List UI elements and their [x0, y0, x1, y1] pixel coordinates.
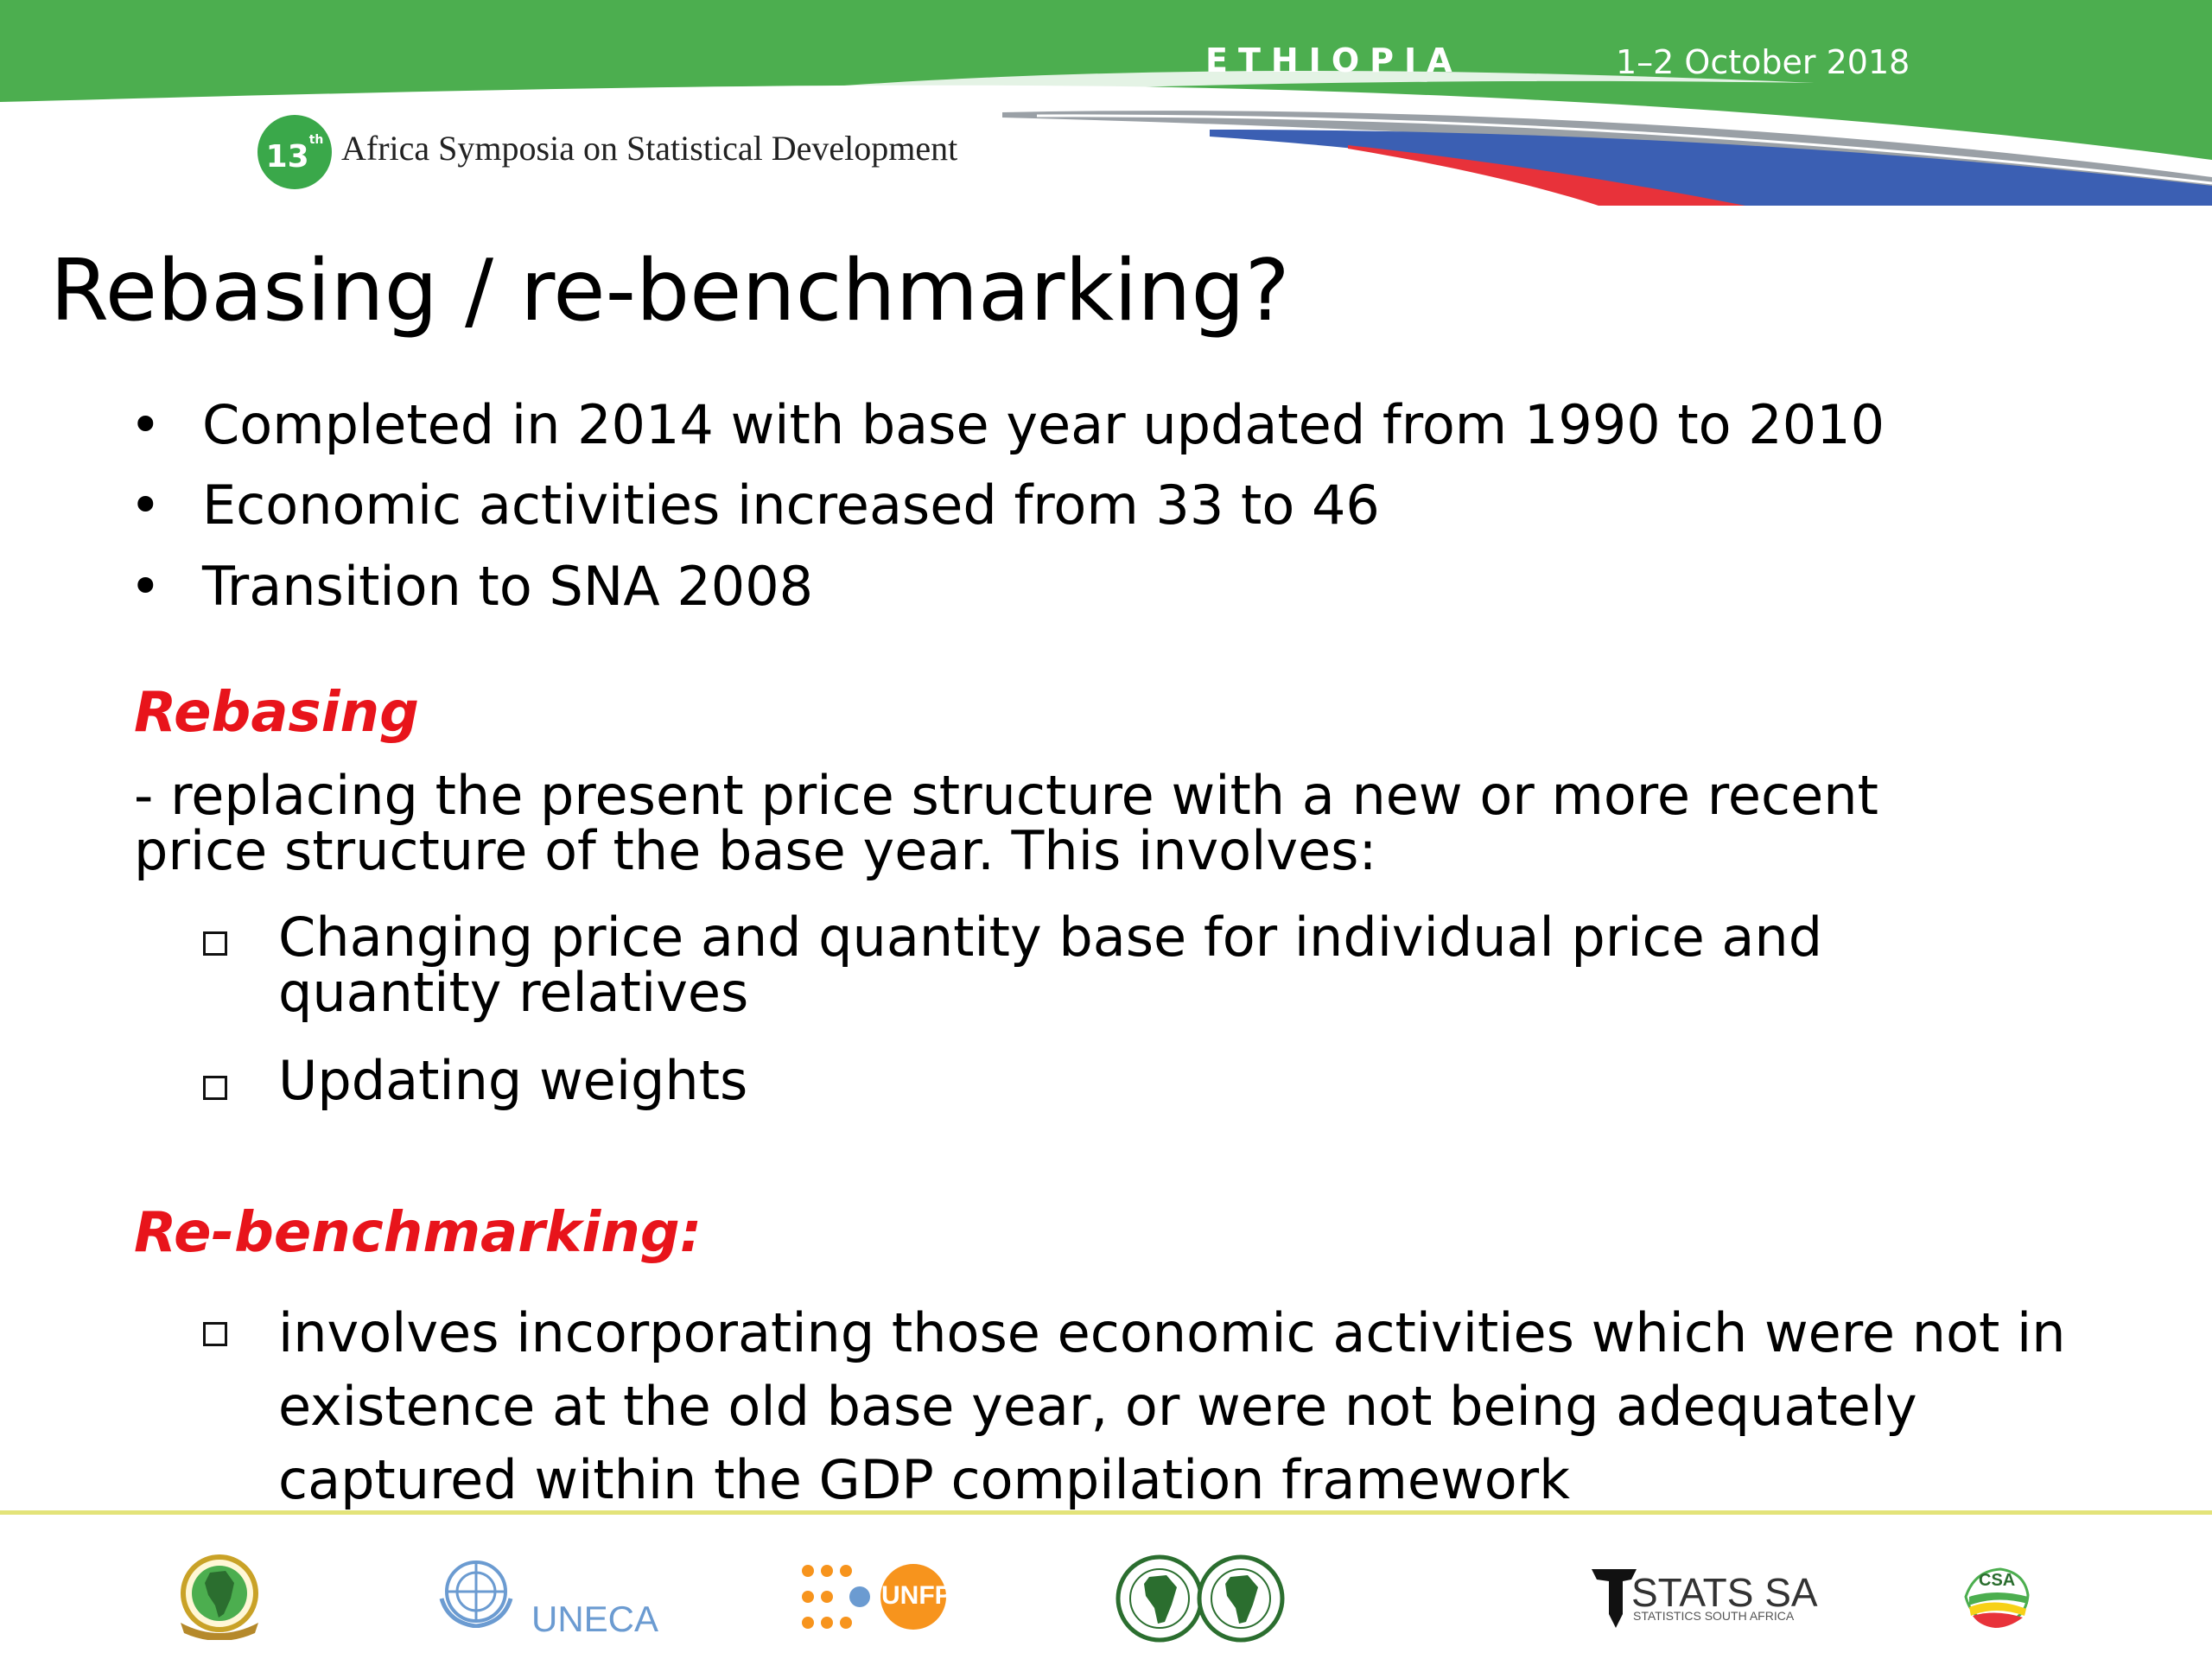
rebenchmarking-heading: Re-benchmarking:	[134, 1201, 702, 1265]
rebenchmarking-line: involves incorporating those economic ac…	[278, 1301, 2066, 1364]
rebasing-line: price structure of the base year. This i…	[134, 819, 1377, 882]
checkbox-bullet-icon	[203, 931, 227, 956]
badge-suffix: th	[308, 133, 324, 147]
rebasing-heading: Rebasing	[134, 681, 419, 745]
header-banner	[0, 0, 2212, 206]
stats-sa-emblem-icon	[1592, 1569, 1637, 1628]
header-country: ETHIOPIA	[1205, 41, 1463, 79]
unfpa-logo	[802, 1564, 946, 1630]
bullet-dot: •	[130, 555, 162, 618]
rebasing-item-line: Changing price and quantity base for ind…	[278, 906, 1823, 969]
rebasing-item-line: quantity relatives	[278, 961, 749, 1024]
stats-sa-logo-subtext: STATISTICS SOUTH AFRICA	[1633, 1609, 1795, 1623]
badge-number: 13	[265, 139, 309, 175]
checkbox-bullet-icon	[203, 1322, 227, 1346]
rebasing-definition: - replacing the present price structure …	[134, 767, 1878, 880]
header-date: 1–2 October 2018	[1616, 43, 1910, 81]
footer-divider	[0, 1510, 2212, 1515]
csa-logo-text: CSA	[1979, 1571, 2016, 1590]
unfpa-logo-text: UNFPA	[881, 1581, 969, 1610]
checkbox-bullet-icon	[203, 1076, 227, 1100]
rebasing-line: - replacing the present price structure …	[134, 764, 1878, 827]
rebenchmarking-line: existence at the old base year, or were …	[278, 1375, 1917, 1438]
un-emblem-icon	[439, 1560, 513, 1628]
bullet-dot: •	[130, 474, 162, 537]
csa-logo	[1964, 1567, 2030, 1628]
edition-badge: 13th	[257, 115, 332, 189]
rebasing-item: Updating weights	[278, 1052, 747, 1109]
bullet-text: Economic activities increased from 33 to…	[202, 474, 1380, 537]
rebasing-item-line: Updating weights	[278, 1049, 748, 1112]
slide-title: Rebasing / re-benchmarking?	[50, 242, 1290, 340]
stats-sa-logo-text: STATS SA	[1631, 1570, 1818, 1615]
bullet-text: Transition to SNA 2008	[202, 555, 814, 618]
rebasing-item: Changing price and quantity base for ind…	[278, 909, 1822, 1021]
uneca-logo-text: UNECA	[531, 1599, 659, 1639]
bullet-text: Completed in 2014 with base year updated…	[202, 393, 1885, 456]
afdb-logo	[1116, 1554, 1285, 1643]
symposium-name: Africa Symposia on Statistical Developme…	[341, 129, 958, 168]
african-union-logo	[181, 1554, 258, 1640]
bullet-dot: •	[130, 393, 162, 456]
rebenchmarking-line: captured within the GDP compilation fram…	[278, 1448, 1571, 1511]
rebenchmarking-item: involves incorporating those economic ac…	[278, 1296, 2066, 1516]
